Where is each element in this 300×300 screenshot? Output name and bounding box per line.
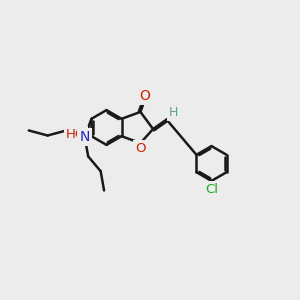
Text: O: O <box>135 142 146 155</box>
Text: N: N <box>80 130 90 144</box>
Text: Cl: Cl <box>206 183 219 196</box>
Text: O: O <box>140 89 151 103</box>
Text: HO: HO <box>66 128 86 141</box>
Text: H: H <box>169 106 178 119</box>
